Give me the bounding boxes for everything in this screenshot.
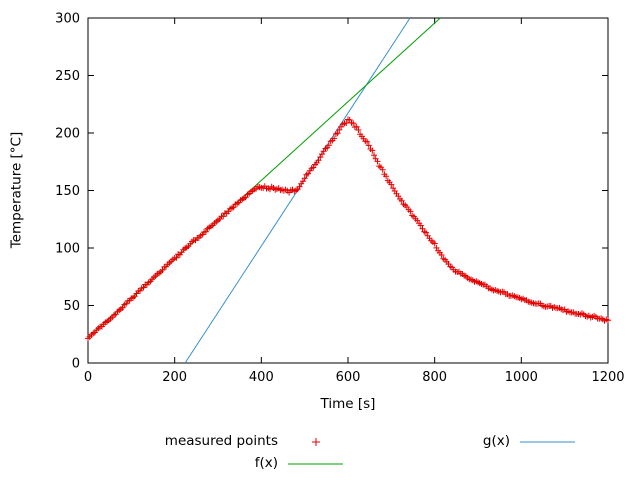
y-tick-label: 150 — [55, 184, 80, 199]
y-tick-label: 250 — [55, 69, 80, 84]
x-tick-label: 1000 — [505, 370, 538, 385]
y-axis-ticks: 0 50 100 150 200 250 300 — [55, 12, 608, 372]
series-measured-points — [85, 116, 611, 342]
x-tick-label: 200 — [162, 370, 187, 385]
y-tick-label: 0 — [72, 357, 80, 372]
x-tick-label: 1200 — [591, 370, 624, 385]
legend-label-g: g(x) — [482, 433, 510, 449]
y-tick-label: 300 — [55, 12, 80, 27]
y-tick-label: 200 — [55, 127, 80, 142]
x-tick-label: 600 — [336, 370, 361, 385]
x-axis-ticks: 0 200 400 600 800 1000 1200 — [84, 18, 625, 385]
legend-line-sample-f — [288, 463, 343, 465]
y-tick-label: 50 — [63, 299, 80, 314]
x-axis-label: Time [s] — [320, 396, 376, 412]
x-tick-label: 400 — [249, 370, 274, 385]
legend-line-sample-g — [520, 441, 575, 443]
legend-label-measured: measured points — [164, 433, 278, 449]
y-tick-label: 100 — [55, 242, 80, 257]
legend-label-f: f(x) — [254, 455, 278, 471]
x-tick-label: 800 — [422, 370, 447, 385]
legend-plus-marker-icon — [312, 438, 320, 446]
x-tick-label: 0 — [84, 370, 92, 385]
plot-border — [87, 17, 609, 364]
y-axis-label: Temperature [°C] — [8, 131, 25, 249]
